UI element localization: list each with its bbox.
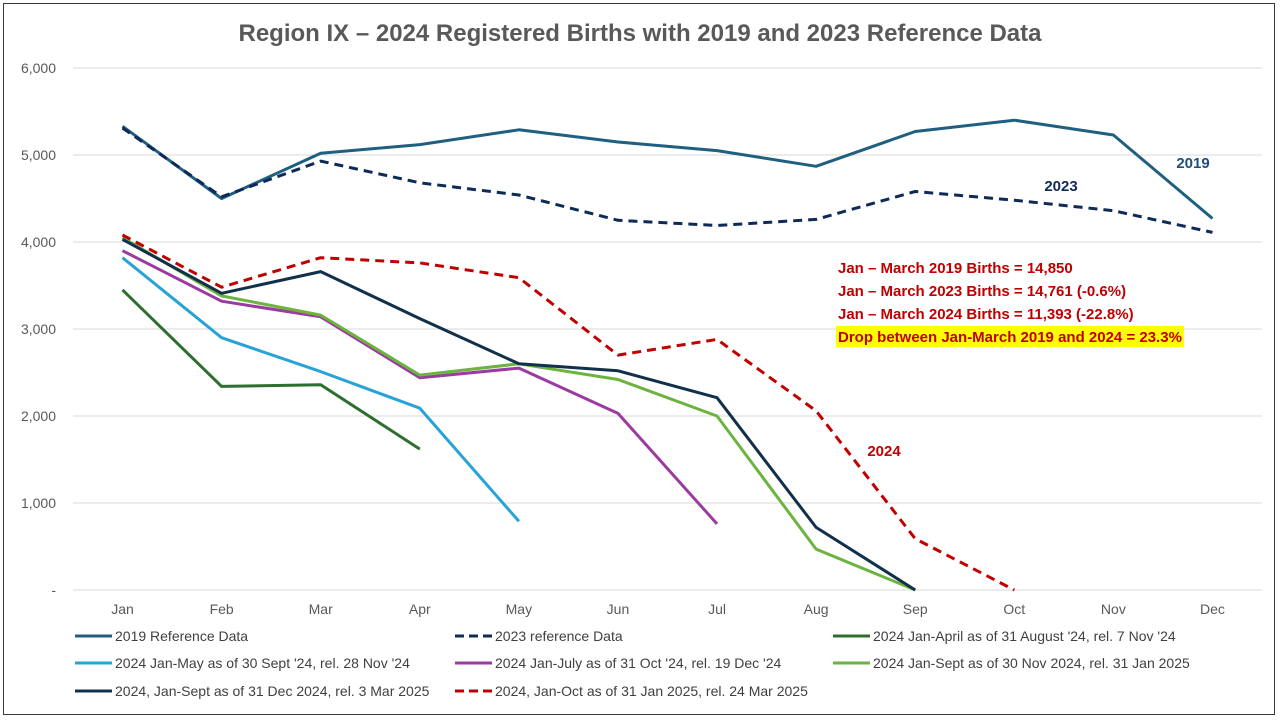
legend-item: 2024, Jan-Oct as of 31 Jan 2025, rel. 24… — [455, 683, 808, 699]
legend-item: 2024, Jan-Sept as of 31 Dec 2024, rel. 3… — [75, 683, 430, 699]
chart-frame — [3, 3, 1275, 715]
x-tick-label: Nov — [1101, 601, 1126, 617]
legend-label: 2024, Jan-Oct as of 31 Jan 2025, rel. 24… — [495, 683, 808, 699]
legend-label: 2024, Jan-Sept as of 31 Dec 2024, rel. 3… — [115, 683, 430, 699]
series-line-1 — [121, 118, 1214, 220]
annotation-line: Drop between Jan-March 2019 and 2024 = 2… — [838, 329, 1182, 346]
legend-label: 2024 Jan-May as of 30 Sept '24, rel. 28 … — [115, 655, 410, 671]
legend-label: 2024 Jan-April as of 31 August '24, rel.… — [873, 628, 1176, 644]
x-tick-label: Sep — [903, 601, 928, 617]
series-label-2024: 2024 — [867, 443, 901, 460]
series-label-2019: 2019 — [1176, 155, 1209, 172]
series-line-2 — [121, 126, 1213, 234]
gridlines — [73, 67, 1262, 591]
y-tick-label: 4,000 — [21, 234, 56, 250]
y-tick-label: 5,000 — [21, 147, 56, 163]
x-tick-label: Jun — [607, 601, 630, 617]
y-tick-label: 1,000 — [21, 495, 56, 511]
annotation-line: Jan – March 2023 Births = 14,761 (-0.6%) — [838, 283, 1126, 300]
annotation-line: Jan – March 2019 Births = 14,850 — [838, 260, 1073, 277]
legend-label: 2024 Jan-Sept as of 30 Nov 2024, rel. 31… — [873, 655, 1190, 671]
annotation-line: Jan – March 2024 Births = 11,393 (-22.8%… — [838, 306, 1134, 323]
y-tick-label: - — [51, 582, 56, 598]
legend-item: 2024 Jan-Sept as of 30 Nov 2024, rel. 31… — [833, 655, 1190, 671]
x-tick-label: Aug — [804, 601, 829, 617]
legend-item: 2024 Jan-May as of 30 Sept '24, rel. 28 … — [75, 655, 410, 671]
x-axis-labels: Jan Feb Mar Apr May Jun Jul Aug Sep Oct Nov Dec — [111, 601, 1225, 617]
x-tick-label: Dec — [1200, 601, 1225, 617]
x-tick-label: Jan — [111, 601, 134, 617]
series-labels: 2019 2023 2024 — [867, 155, 1209, 460]
y-tick-label: 2,000 — [21, 408, 56, 424]
series-line-4 — [121, 256, 521, 523]
x-tick-label: Apr — [409, 601, 431, 617]
legend-item: 2019 Reference Data — [75, 628, 248, 644]
legend-label: 2024 Jan-July as of 31 Oct '24, rel. 19 … — [495, 655, 781, 671]
x-tick-label: Jul — [708, 601, 726, 617]
legend-item: 2024 Jan-July as of 31 Oct '24, rel. 19 … — [455, 655, 781, 671]
annotation-highlight — [836, 326, 1184, 347]
series-line-7 — [121, 238, 917, 592]
y-tick-label: 3,000 — [21, 321, 56, 337]
series-line-3 — [121, 288, 421, 451]
series-line-5 — [121, 249, 719, 525]
y-axis-labels: - 1,000 2,000 3,000 4,000 5,000 6,000 — [21, 60, 56, 598]
y-tick-label: 6,000 — [21, 60, 56, 76]
x-tick-label: Mar — [309, 601, 333, 617]
legend-item: 2023 reference Data — [455, 628, 623, 644]
x-tick-label: Oct — [1003, 601, 1025, 617]
chart-title: Region IX – 2024 Registered Births with … — [239, 20, 1043, 47]
legend-label: 2023 reference Data — [495, 628, 623, 644]
series-lines — [121, 118, 1214, 592]
legend-label: 2019 Reference Data — [115, 628, 248, 644]
series-line-8 — [121, 233, 1015, 592]
legend: 2019 Reference Data 2023 reference Data 20… — [75, 628, 1190, 699]
x-tick-label: Feb — [210, 601, 234, 617]
legend-item: 2024 Jan-April as of 31 August '24, rel.… — [833, 628, 1176, 644]
x-tick-label: May — [506, 601, 532, 617]
series-label-2023: 2023 — [1044, 178, 1077, 195]
annotations: Jan – March 2019 Births = 14,850 Jan – Ma… — [836, 260, 1184, 347]
